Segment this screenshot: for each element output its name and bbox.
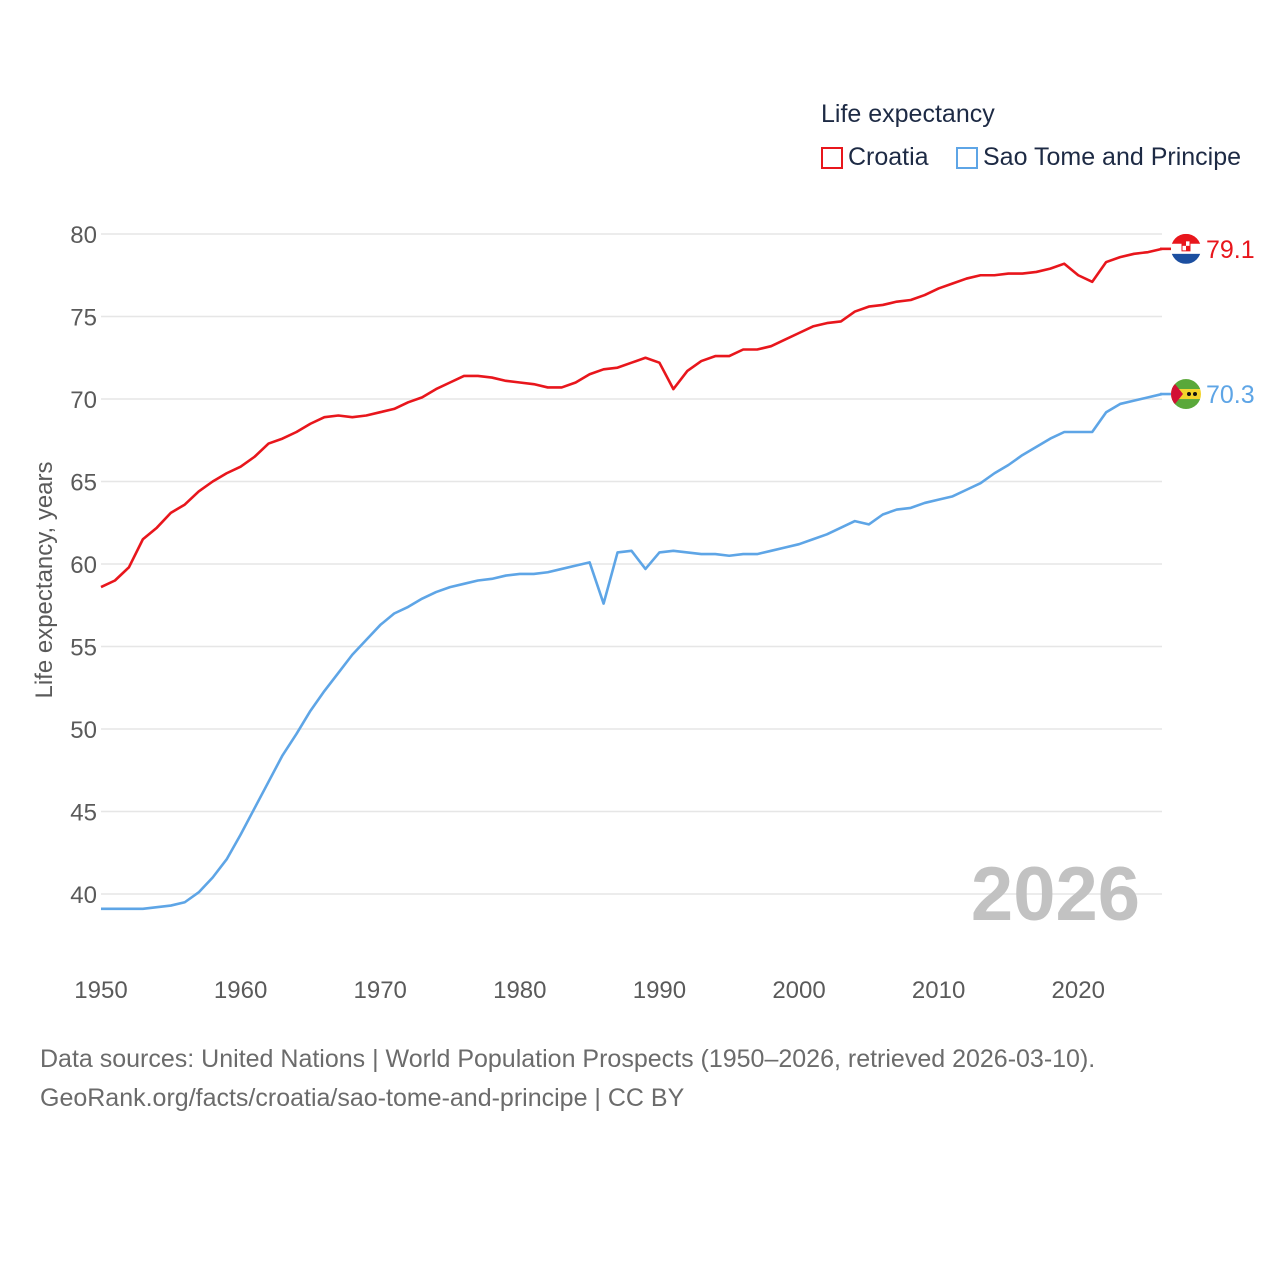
y-tick-label-75: 75 — [70, 305, 97, 332]
x-tick-label-1990: 1990 — [633, 977, 686, 1004]
y-tick-label-65: 65 — [70, 470, 97, 497]
legend-label-croatia: Croatia — [848, 143, 929, 171]
series-line-croatia — [100, 247, 1163, 589]
watermark-year: 2026 — [971, 852, 1140, 937]
series-lines — [100, 247, 1163, 911]
y-tick-label-50: 50 — [70, 717, 97, 744]
legend-item-croatia[interactable]: Croatia — [821, 143, 929, 172]
end-label-sao-tome-and-principe: 70.3 — [1206, 381, 1255, 409]
legend-item-sao-tome-and-principe[interactable]: Sao Tome and Principe — [956, 143, 1241, 172]
y-tick-label-80: 80 — [70, 222, 97, 249]
x-tick-label-2000: 2000 — [772, 977, 825, 1004]
y-tick-label-60: 60 — [70, 552, 97, 579]
legend-title: Life expectancy — [821, 100, 995, 128]
y-tick-label-45: 45 — [70, 800, 97, 827]
sao-tome-and-principe-flag-icon — [1171, 379, 1201, 410]
x-axis-ticks: 1950 1960 1970 1980 1990 2000 2010 2020 — [74, 977, 1105, 1004]
x-tick-label-1970: 1970 — [354, 977, 407, 1004]
y-tick-label-55: 55 — [70, 635, 97, 662]
x-tick-label-1980: 1980 — [493, 977, 546, 1004]
x-tick-label-2010: 2010 — [912, 977, 965, 1004]
footer-link[interactable]: GeoRank.org/facts/croatia/sao-tome-and-p… — [40, 1084, 685, 1112]
legend-swatch-croatia — [821, 146, 843, 169]
end-label-croatia: 79.1 — [1206, 236, 1255, 264]
y-tick-label-40: 40 — [70, 882, 97, 909]
y-axis-ticks: 40 45 50 55 60 65 70 75 80 — [70, 222, 97, 909]
x-tick-label-1950: 1950 — [74, 977, 127, 1004]
legend-swatch-sao-tome-and-principe — [956, 146, 978, 169]
croatia-flag-icon — [1171, 233, 1201, 264]
footer-sources: Data sources: United Nations | World Pop… — [40, 1045, 1096, 1073]
x-tick-label-2020: 2020 — [1052, 977, 1105, 1004]
end-markers: 79.1 70.3 — [1160, 233, 1255, 410]
legend-label-sao-tome-and-principe: Sao Tome and Principe — [983, 143, 1242, 171]
y-axis-label: Life expectancy, years — [31, 461, 58, 698]
grid-lines — [101, 233, 1162, 895]
x-tick-label-1960: 1960 — [214, 977, 267, 1004]
series-line-sao-tome-and-principe — [101, 392, 1163, 911]
y-tick-label-70: 70 — [70, 387, 97, 414]
